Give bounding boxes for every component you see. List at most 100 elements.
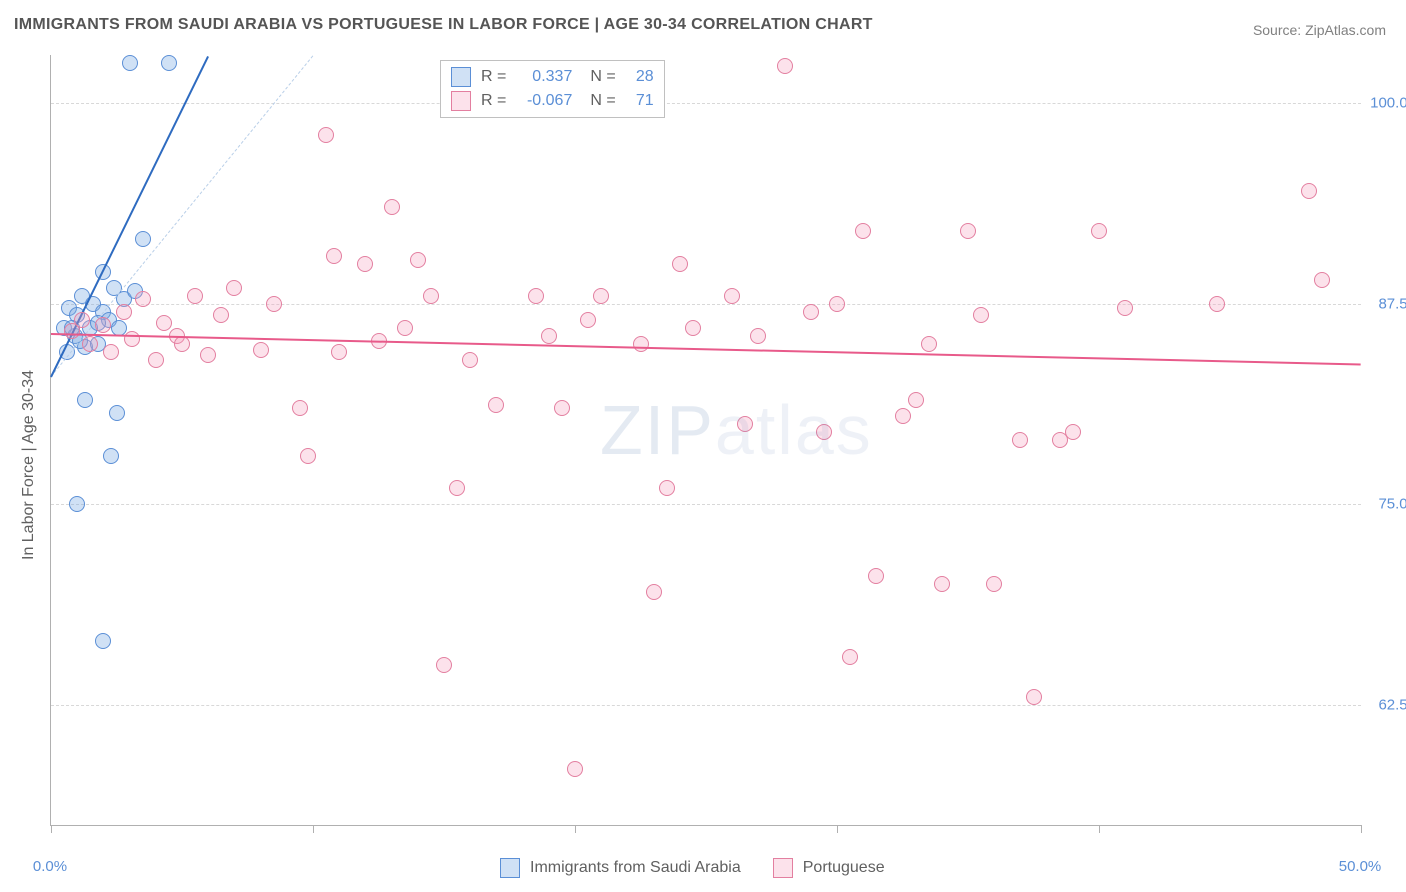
data-point [960,223,976,239]
legend-n-value: 28 [626,68,654,86]
data-point [1314,272,1330,288]
trend-line [51,333,1361,365]
x-tick-label-min: 0.0% [33,858,67,875]
data-point [397,320,413,336]
data-point [187,288,203,304]
data-point [148,352,164,368]
data-point [921,336,937,352]
data-point [986,576,1002,592]
data-point [124,331,140,347]
legend-r-value: -0.067 [516,92,572,110]
data-point [135,291,151,307]
x-tick [1099,825,1100,833]
data-point [737,416,753,432]
data-point [95,317,111,333]
data-point [672,256,688,272]
legend-swatch [451,67,471,87]
legend-row: R =0.337N =28 [451,65,654,89]
data-point [803,304,819,320]
data-point [646,584,662,600]
legend-swatch [451,91,471,111]
data-point [1091,223,1107,239]
data-point [541,328,557,344]
data-point [449,480,465,496]
gridline-h [51,304,1361,305]
legend-n-label: N = [590,92,615,110]
data-point [82,336,98,352]
data-point [593,288,609,304]
data-point [1209,296,1225,312]
data-point [266,296,282,312]
data-point [1065,424,1081,440]
y-tick-label: 75.0% [1378,496,1406,513]
data-point [156,315,172,331]
x-tick [51,825,52,833]
data-point [1012,432,1028,448]
data-point [567,761,583,777]
data-point [384,199,400,215]
data-point [326,248,342,264]
data-point [777,58,793,74]
data-point [357,256,373,272]
data-point [116,304,132,320]
x-tick [837,825,838,833]
data-point [74,312,90,328]
data-point [1117,300,1133,316]
gridline-h [51,705,1361,706]
data-point [410,252,426,268]
x-tick-label-max: 50.0% [1339,858,1382,875]
data-point [1026,689,1042,705]
data-point [488,397,504,413]
data-point [829,296,845,312]
plot-area: 62.5%75.0%87.5%100.0% [50,55,1361,826]
gridline-h [51,504,1361,505]
data-point [423,288,439,304]
data-point [95,633,111,649]
data-point [135,231,151,247]
source-label: Source: ZipAtlas.com [1253,22,1386,38]
y-tick-label: 100.0% [1370,95,1406,112]
chart-container: IMMIGRANTS FROM SAUDI ARABIA VS PORTUGUE… [0,0,1406,892]
data-point [816,424,832,440]
data-point [659,480,675,496]
data-point [750,328,766,344]
data-point [462,352,478,368]
data-point [331,344,347,360]
legend-n-value: 71 [626,92,654,110]
data-point [528,288,544,304]
legend-row: R = -0.067 N = 71 [451,89,654,113]
data-point [934,576,950,592]
data-point [554,400,570,416]
legend-r-label: R = [481,92,506,110]
data-point [685,320,701,336]
legend-r-value: 0.337 [516,68,572,86]
data-point [103,448,119,464]
data-point [724,288,740,304]
legend-series-label: Immigrants from Saudi Arabia [530,859,741,877]
data-point [200,347,216,363]
data-point [895,408,911,424]
y-axis-label: In Labor Force | Age 30-34 [20,370,38,560]
data-point [109,405,125,421]
legend-swatch [500,858,520,878]
data-point [103,344,119,360]
data-point [226,280,242,296]
gridline-h [51,103,1361,104]
y-tick-label: 62.5% [1378,696,1406,713]
data-point [318,127,334,143]
y-tick-label: 87.5% [1378,295,1406,312]
legend-series: Immigrants from Saudi ArabiaPortuguese [500,858,907,878]
data-point [633,336,649,352]
data-point [253,342,269,358]
chart-title: IMMIGRANTS FROM SAUDI ARABIA VS PORTUGUE… [14,16,873,34]
legend-correlation: R = 0.337 N = 28 R = -0.067 N = 71 [440,60,665,118]
x-tick [575,825,576,833]
legend-r-label: R = [481,68,506,86]
data-point [842,649,858,665]
data-point [580,312,596,328]
data-point [908,392,924,408]
data-point [161,55,177,71]
data-point [1301,183,1317,199]
data-point [77,392,93,408]
data-point [300,448,316,464]
